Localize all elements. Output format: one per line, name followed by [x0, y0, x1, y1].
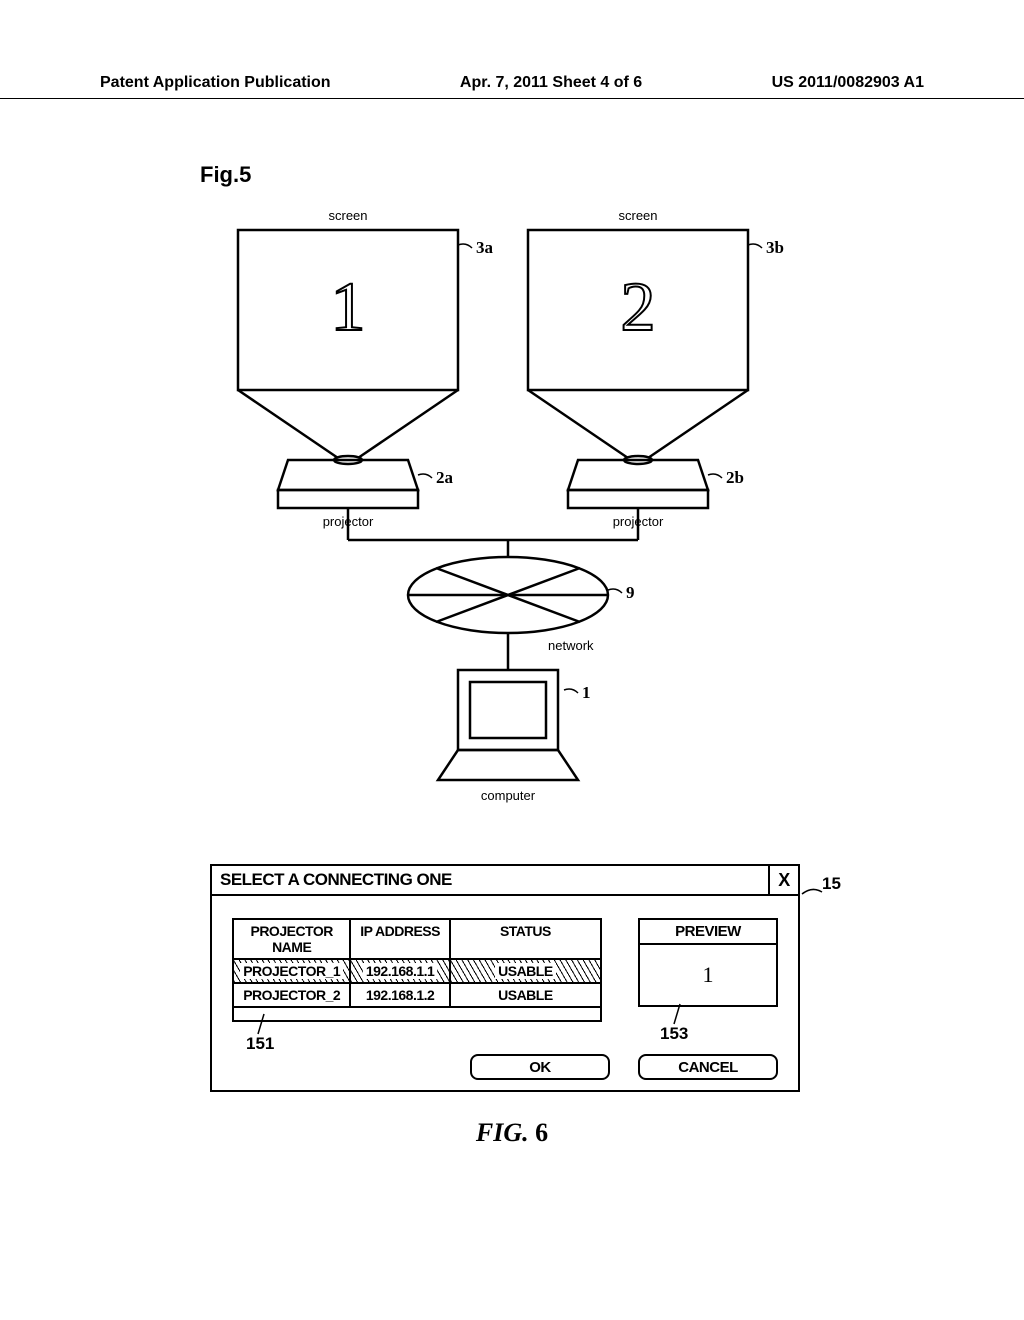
table-row[interactable]: PROJECTOR_2 192.168.1.2 USABLE [234, 982, 600, 1006]
computer-label: computer [481, 788, 536, 803]
cell-ip: 192.168.1.2 [366, 987, 434, 1003]
ok-button[interactable]: OK [470, 1054, 610, 1080]
figure-5-diagram: 1 2 screen screen projector projector ne… [208, 200, 798, 820]
svg-text:1: 1 [331, 269, 366, 346]
page-header: Patent Application Publication Apr. 7, 2… [0, 74, 1024, 99]
figure-5-label: Fig.5 [200, 162, 251, 188]
ref-15: 15 [822, 874, 841, 894]
cell-name: PROJECTOR_1 [240, 963, 343, 979]
close-icon: X [778, 870, 790, 891]
ref-1: 1 [582, 683, 591, 702]
header-left: Patent Application Publication [100, 74, 331, 92]
cell-status: USABLE [495, 963, 556, 979]
connection-dialog: SELECT A CONNECTING ONE X PROJECTOR NAME… [210, 864, 800, 1092]
preview-label: PREVIEW [638, 918, 778, 945]
header-center: Apr. 7, 2011 Sheet 4 of 6 [460, 74, 642, 92]
cancel-button[interactable]: CANCEL [638, 1054, 778, 1080]
col-projector-name: PROJECTOR NAME [234, 920, 351, 958]
preview-content: 1 [638, 945, 778, 1007]
table-header: PROJECTOR NAME IP ADDRESS STATUS [234, 920, 600, 958]
col-ip-address: IP ADDRESS [351, 920, 450, 958]
ref-2b: 2b [726, 468, 744, 487]
network-label: network [548, 638, 594, 653]
projector-1-label: projector [323, 514, 374, 529]
ref-2a: 2a [436, 468, 454, 487]
ref-3a: 3a [476, 238, 494, 257]
cell-ip: 192.168.1.1 [363, 963, 437, 979]
header-right: US 2011/0082903 A1 [772, 74, 924, 92]
table-row[interactable]: PROJECTOR_1 192.168.1.1 USABLE [234, 958, 600, 982]
projector-2-label: projector [613, 514, 664, 529]
col-status: STATUS [451, 920, 600, 958]
screen-2-label: screen [618, 208, 657, 223]
projector-table: PROJECTOR NAME IP ADDRESS STATUS PROJECT… [232, 918, 602, 1022]
ref-153: 153 [660, 1024, 688, 1044]
ref-9: 9 [626, 583, 635, 602]
dialog-buttons: OK CANCEL [470, 1054, 778, 1080]
cell-status: USABLE [498, 987, 553, 1003]
screen-1-label: screen [328, 208, 367, 223]
svg-text:2: 2 [621, 269, 656, 346]
close-button[interactable]: X [768, 866, 798, 894]
ref-151: 151 [246, 1034, 274, 1054]
dialog-title-text: SELECT A CONNECTING ONE [220, 870, 452, 890]
dialog-body: PROJECTOR NAME IP ADDRESS STATUS PROJECT… [212, 896, 798, 1090]
preview-panel: PREVIEW 1 [638, 918, 778, 1007]
cell-name: PROJECTOR_2 [243, 987, 340, 1003]
dialog-titlebar: SELECT A CONNECTING ONE X [212, 866, 798, 896]
figure-6-label: FIG. 6 [0, 1118, 1024, 1148]
ref-3b: 3b [766, 238, 784, 257]
